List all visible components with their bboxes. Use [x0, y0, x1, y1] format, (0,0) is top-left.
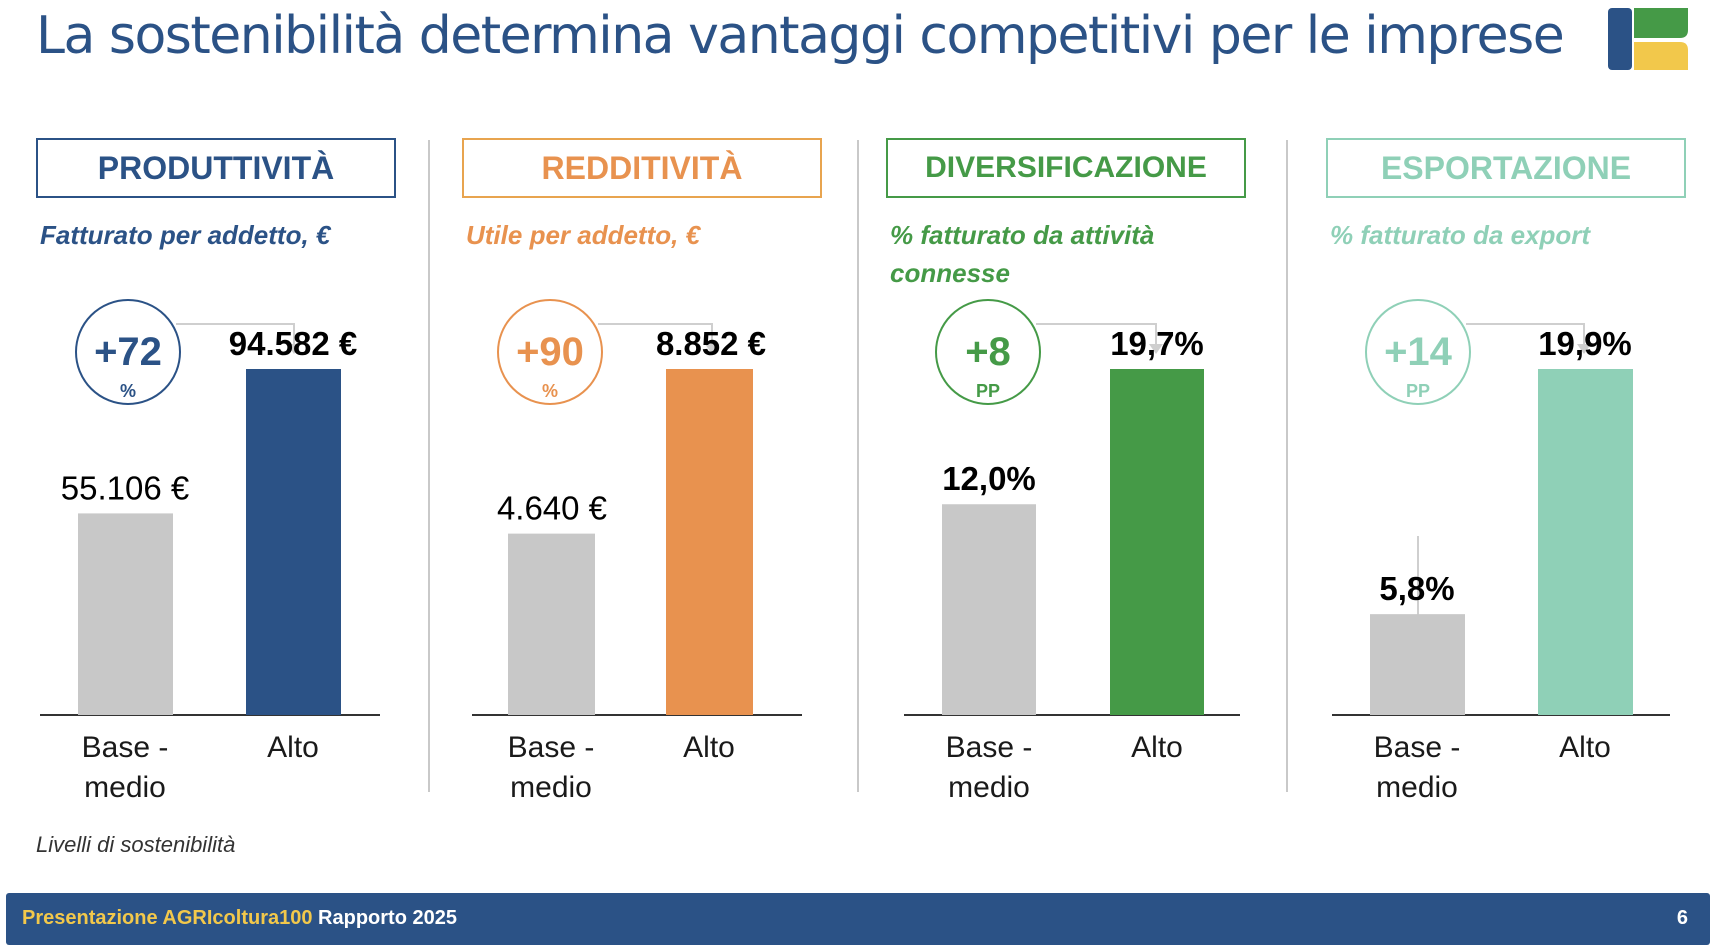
value-label-alto: 19,7%: [1110, 325, 1204, 362]
bar-alto: [666, 369, 753, 715]
footer-bar: Presentazione AGRIcoltura100 Rapporto 20…: [6, 893, 1710, 945]
agricoltura100-logo-icon: [1608, 8, 1688, 70]
page-number: 6: [1676, 907, 1688, 929]
panel-header: PRODUTTIVITÀ: [36, 138, 396, 198]
bar-base-medio: [942, 504, 1036, 715]
increase-badge-unit: %: [120, 381, 136, 401]
increase-badge-unit: %: [542, 381, 558, 401]
increase-badge-value: +72: [94, 330, 162, 374]
slide-title: La sostenibilità determina vantaggi comp…: [36, 6, 1565, 66]
bar-base-medio: [508, 533, 595, 715]
category-label-alto: Alto: [683, 731, 735, 764]
panel-subtitle: % fatturato da export: [1330, 220, 1591, 250]
bar-base-medio: [78, 513, 173, 715]
category-label-alto: Alto: [267, 731, 319, 764]
bar-chart-redditivita: 4.640 € 8.852 € +90 %: [472, 299, 802, 716]
panel-header: REDDITIVITÀ: [462, 138, 822, 198]
panel-subtitle: % fatturato da attività connesse: [890, 220, 1155, 288]
increase-badge-value: +8: [965, 330, 1011, 374]
footer-title-prefix: Presentazione AGRIcoltura100: [22, 907, 313, 929]
bar-base-medio: [1370, 614, 1465, 715]
panel-redditivita: REDDITIVITÀ Utile per addetto, € 4.640 €…: [462, 138, 890, 818]
bar-alto: [246, 369, 341, 715]
category-label-base-medio: Base - medio: [81, 731, 169, 804]
panel-diversificazione: DIVERSIFICAZIONE % fatturato da attività…: [886, 138, 1314, 818]
value-label-base-medio: 4.640 €: [497, 490, 607, 527]
value-label-alto: 8.852 €: [656, 325, 766, 362]
increase-badge-value: +90: [516, 330, 584, 374]
panel-subtitle: Fatturato per addetto, €: [40, 220, 331, 250]
panel-divider: [1286, 140, 1288, 792]
connector-arrow-head: [705, 344, 719, 354]
footer-title-suffix: Rapporto 2025: [318, 907, 457, 929]
axis-note: Livelli di sostenibilità: [36, 832, 236, 857]
value-label-base-medio: 5,8%: [1379, 570, 1454, 607]
value-label-base-medio: 12,0%: [942, 460, 1036, 497]
panel-divider: [857, 140, 859, 792]
category-label-base-medio: Base - medio: [507, 731, 595, 804]
connector-arrow: [1036, 323, 1157, 346]
increase-badge-unit: PP: [976, 381, 1000, 401]
bar-alto: [1538, 369, 1633, 715]
category-label-alto: Alto: [1131, 731, 1183, 764]
panel-esportazione: ESPORTAZIONE % fatturato da export 5,8% …: [1326, 138, 1716, 818]
value-label-base-medio: 55.106 €: [61, 469, 189, 506]
connector-arrow: [598, 323, 713, 346]
value-label-alto: 94.582 €: [229, 325, 357, 362]
bar-chart-diversificazione: 12,0% 19,7% +8 PP: [904, 299, 1240, 716]
category-label-alto: Alto: [1559, 731, 1611, 764]
increase-badge-circle: [1365, 299, 1471, 405]
connector-arrow-head: [287, 344, 301, 354]
value-label-alto: 19,9%: [1538, 325, 1632, 362]
connector-arrow: [176, 323, 295, 346]
category-label-base-medio: Base - medio: [1373, 731, 1461, 804]
increase-badge-value: +14: [1384, 330, 1453, 374]
bar-chart-produttivita: 55.106 € 94.582 € +72 %: [40, 299, 380, 716]
increase-badge-unit: PP: [1406, 381, 1430, 401]
bar-alto: [1110, 369, 1204, 715]
panel-subtitle: Utile per addetto, €: [466, 220, 701, 250]
connector-arrow-head: [1577, 344, 1591, 354]
increase-badge-circle: [497, 299, 603, 405]
footer-title: Presentazione AGRIcoltura100 Rapporto 20…: [22, 907, 457, 930]
category-label-base-medio: Base - medio: [945, 731, 1033, 804]
connector-arrow: [1466, 323, 1585, 346]
panel-header: ESPORTAZIONE: [1326, 138, 1686, 198]
panel-produttivita: PRODUTTIVITÀ Fatturato per addetto, € 55…: [36, 138, 464, 818]
panel-header: DIVERSIFICAZIONE: [886, 138, 1246, 198]
bar-chart-esportazione: 5,8% 19,9% +14 PP: [1332, 299, 1670, 716]
increase-badge-circle: [935, 299, 1041, 405]
connector-arrow-head: [1149, 344, 1163, 354]
increase-badge-circle: [75, 299, 181, 405]
panel-divider: [428, 140, 430, 792]
